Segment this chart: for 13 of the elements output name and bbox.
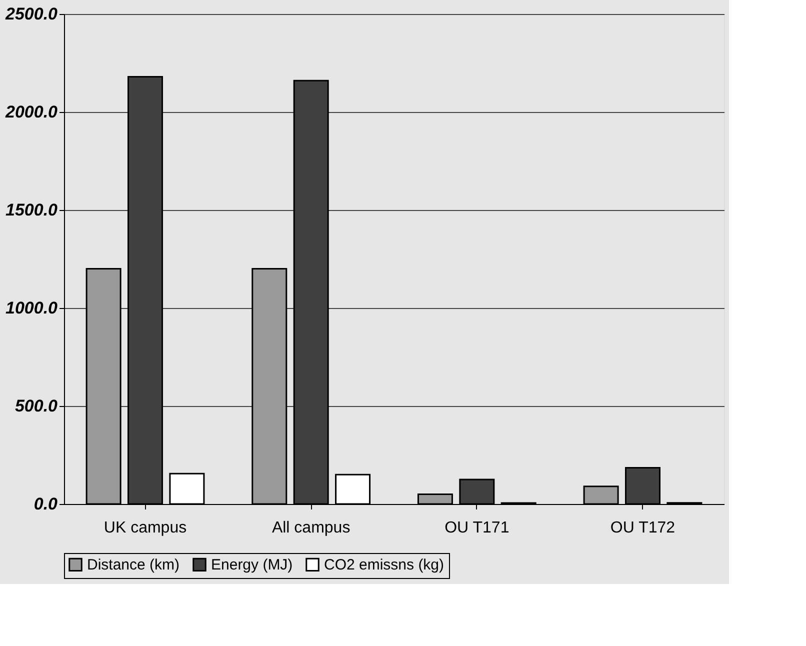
y-tick-label: 500.0 <box>14 396 58 416</box>
x-tick-label: OU T172 <box>610 520 676 536</box>
y-tick-label: 0.0 <box>34 494 58 514</box>
y-tick-label: 1000.0 <box>6 298 58 318</box>
legend-label: Energy (MJ) <box>211 556 293 574</box>
legend-label: Distance (km) <box>87 556 180 574</box>
x-tick-label: All campus <box>272 520 350 536</box>
y-tick-label: 1500.0 <box>6 200 58 220</box>
y-tick-label: 2000.0 <box>4 102 58 122</box>
legend-label: CO2 emissns (kg) <box>324 556 444 574</box>
y-tick-label: 2500.0 <box>4 4 58 24</box>
x-tick-label: UK campus <box>104 520 187 536</box>
x-tick-label: OU T171 <box>444 520 510 536</box>
